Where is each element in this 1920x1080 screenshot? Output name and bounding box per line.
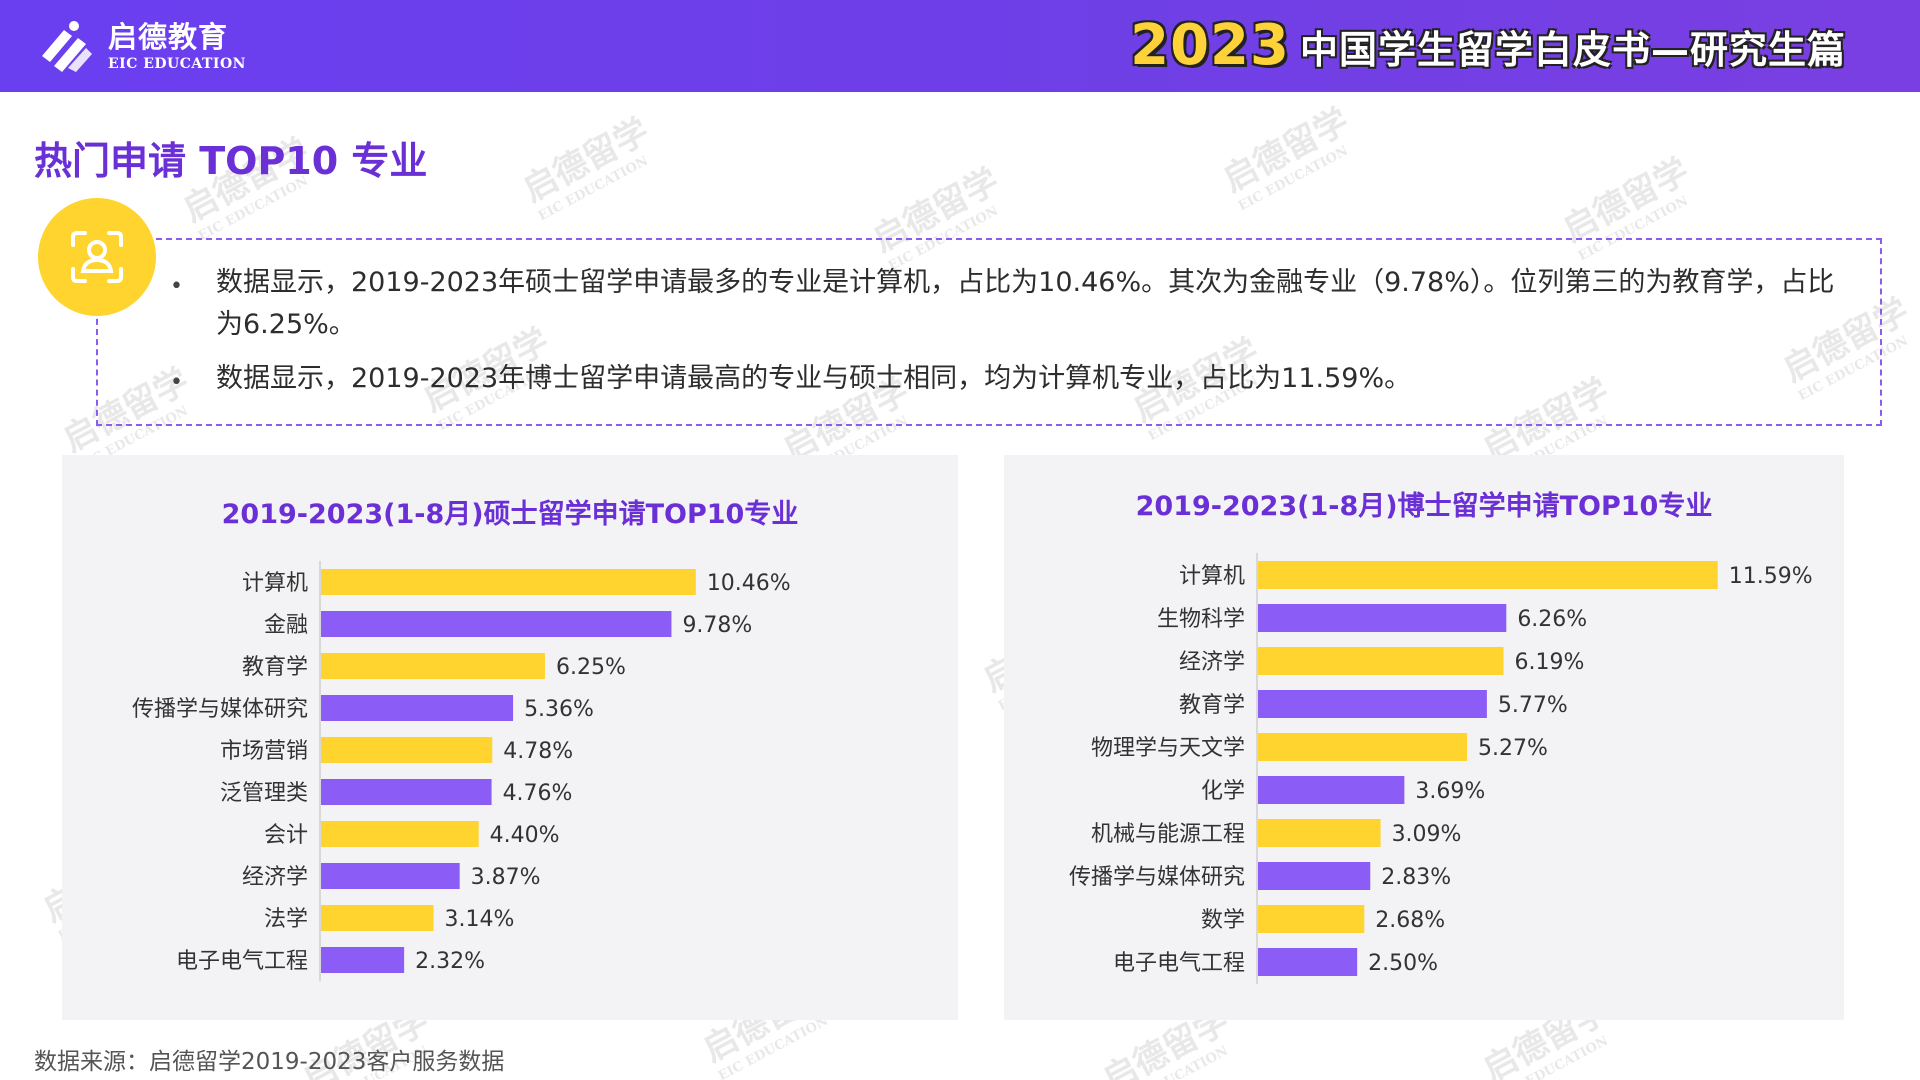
category-label: 生物科学 bbox=[1157, 607, 1245, 632]
value-label: 4.76% bbox=[503, 781, 573, 806]
bar bbox=[1258, 647, 1504, 675]
finding-master: 数据显示，2019-2023年硕士留学申请最多的专业是计算机，占比为10.46%… bbox=[216, 267, 1835, 340]
watermark-text: 启德留学 bbox=[1556, 150, 1696, 251]
bar bbox=[321, 947, 405, 973]
bar bbox=[1258, 604, 1507, 632]
category-label: 电子电气工程 bbox=[1113, 951, 1245, 976]
bar bbox=[1258, 862, 1371, 890]
value-label: 2.32% bbox=[415, 949, 485, 974]
report-title: 2023 中国学生留学白皮书—研究生篇 bbox=[1130, 16, 1846, 76]
category-label: 电子电气工程 bbox=[176, 949, 308, 974]
value-label: 3.69% bbox=[1415, 779, 1485, 804]
bullet-marker: • bbox=[170, 274, 183, 299]
category-label: 市场营销 bbox=[220, 739, 308, 764]
bar bbox=[1258, 561, 1718, 589]
bar bbox=[1258, 733, 1468, 761]
bar bbox=[1258, 690, 1487, 718]
category-label: 泛管理类 bbox=[220, 781, 308, 806]
value-label: 11.59% bbox=[1729, 564, 1813, 589]
value-label: 4.40% bbox=[490, 823, 560, 848]
bar bbox=[321, 737, 493, 763]
chart-title: 2019-2023(1-8月)硕士留学申请TOP10专业 bbox=[222, 498, 799, 530]
category-label: 传播学与媒体研究 bbox=[1069, 865, 1245, 890]
logo: 启德教育 EIC EDUCATION bbox=[34, 16, 246, 76]
findings-box: • 数据显示，2019-2023年硕士留学申请最多的专业是计算机，占比为10.4… bbox=[96, 238, 1882, 426]
category-label: 法学 bbox=[264, 907, 308, 932]
phd-chart-panel: 2019-2023(1-8月)博士留学申请TOP10专业计算机 11.59% 生物科… bbox=[1004, 455, 1844, 1020]
bar bbox=[321, 821, 479, 847]
watermark-subtext: EIC EDUCATION bbox=[1235, 143, 1351, 215]
bullet-marker: • bbox=[170, 370, 183, 395]
category-label: 机械与能源工程 bbox=[1091, 822, 1245, 847]
bar bbox=[321, 569, 696, 595]
value-label: 6.25% bbox=[556, 655, 626, 680]
value-label: 9.78% bbox=[682, 613, 752, 638]
chart-title: 2019-2023(1-8月)博士留学申请TOP10专业 bbox=[1136, 490, 1713, 522]
value-label: 3.14% bbox=[445, 907, 515, 932]
value-label: 2.50% bbox=[1368, 951, 1438, 976]
logo-name: 启德教育 bbox=[108, 20, 229, 54]
value-label: 3.87% bbox=[471, 865, 541, 890]
value-label: 6.26% bbox=[1517, 607, 1587, 632]
watermark-text: 启德留学 bbox=[516, 110, 656, 211]
bar bbox=[321, 779, 492, 805]
category-label: 经济学 bbox=[1179, 650, 1245, 675]
category-label: 计算机 bbox=[242, 571, 308, 596]
value-label: 2.83% bbox=[1381, 865, 1451, 890]
master-chart-panel: 2019-2023(1-8月)硕士留学申请TOP10专业计算机 10.46% 金融 9… bbox=[62, 455, 958, 1020]
header-bar: 启德教育 EIC EDUCATION 2023 中国学生留学白皮书—研究生篇 bbox=[0, 0, 1920, 92]
finding-phd: 数据显示，2019-2023年博士留学申请最高的专业与硕士相同，均为计算机专业，… bbox=[216, 363, 1412, 394]
bar bbox=[321, 695, 514, 721]
category-label: 经济学 bbox=[242, 865, 308, 890]
bar bbox=[321, 905, 434, 931]
value-label: 3.09% bbox=[1392, 822, 1462, 847]
value-label: 6.19% bbox=[1515, 650, 1585, 675]
bar bbox=[1258, 905, 1365, 933]
category-label: 教育学 bbox=[242, 655, 308, 680]
report-year: 2023 bbox=[1130, 13, 1290, 78]
bar bbox=[1258, 776, 1405, 804]
value-label: 5.27% bbox=[1478, 736, 1548, 761]
section-title: 热门申请 TOP10 专业 bbox=[34, 139, 428, 183]
watermark-subtext: EIC EDUCATION bbox=[1115, 1043, 1231, 1080]
watermark-subtext: EIC EDUCATION bbox=[1495, 1033, 1611, 1080]
watermark-subtext: EIC EDUCATION bbox=[535, 153, 651, 225]
category-label: 化学 bbox=[1201, 779, 1245, 804]
value-label: 5.77% bbox=[1498, 693, 1568, 718]
logo-icon bbox=[42, 21, 92, 72]
value-label: 10.46% bbox=[707, 571, 791, 596]
person-badge bbox=[38, 198, 156, 316]
category-label: 教育学 bbox=[1179, 693, 1245, 718]
report-name: 中国学生留学白皮书—研究生篇 bbox=[1299, 27, 1846, 72]
category-label: 数学 bbox=[1201, 908, 1245, 933]
category-label: 金融 bbox=[264, 613, 308, 638]
bar bbox=[1258, 948, 1358, 976]
category-label: 会计 bbox=[264, 823, 308, 848]
value-label: 5.36% bbox=[524, 697, 594, 722]
category-label: 传播学与媒体研究 bbox=[132, 697, 308, 722]
data-source: 数据来源：启德留学2019-2023客户服务数据 bbox=[34, 1049, 505, 1075]
value-label: 2.68% bbox=[1375, 908, 1445, 933]
category-label: 物理学与天文学 bbox=[1091, 736, 1245, 761]
value-label: 4.78% bbox=[503, 739, 573, 764]
watermark-text: 启德留学 bbox=[1216, 100, 1356, 201]
bar bbox=[321, 863, 460, 889]
user-scan-icon bbox=[71, 231, 123, 283]
bar bbox=[321, 653, 545, 679]
category-label: 计算机 bbox=[1179, 564, 1245, 589]
logo-subtitle: EIC EDUCATION bbox=[108, 56, 246, 72]
bar bbox=[321, 611, 672, 637]
bar bbox=[1258, 819, 1381, 847]
